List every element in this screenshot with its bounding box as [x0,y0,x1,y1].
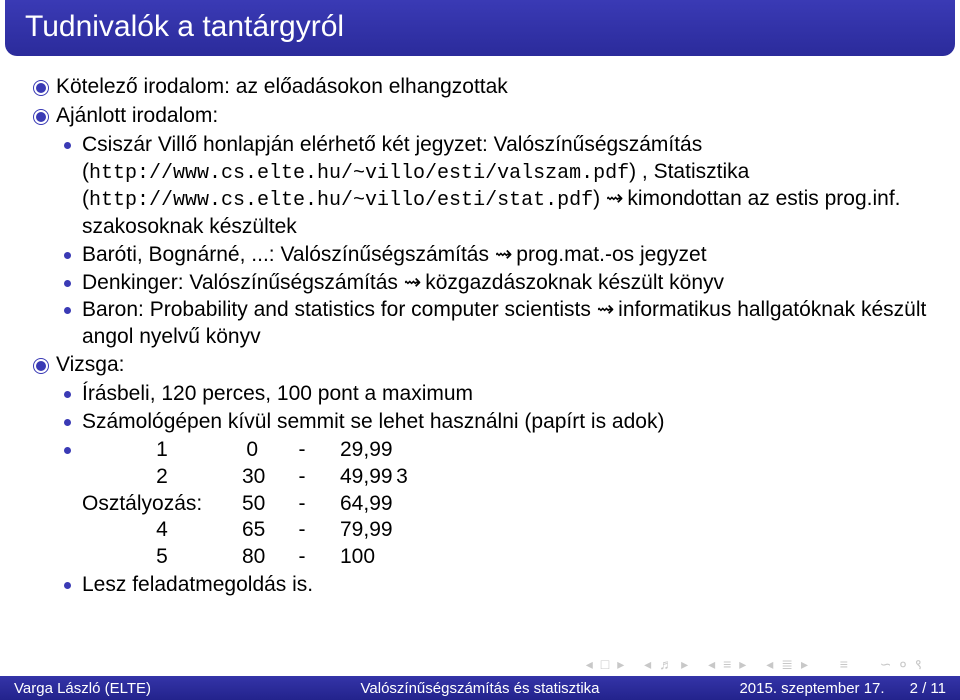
to: 29,99 [332,437,362,464]
text: Denkinger: Valószínűségszámítás [82,271,404,294]
to: 79,99 [332,517,362,544]
grade: 3 [362,464,442,491]
footer-page: 2 / 11 [910,680,946,697]
dash: - [272,491,332,518]
slide-title: Tudnivalók a tantárgyról [5,0,955,56]
slide-body: Kötelező irodalom: az előadásokon elhang… [0,56,960,599]
grading-table: Osztályozás: 10-29,99 230-49,99 350-64,9… [30,437,930,571]
nav-icons: ◂□▸ ◂♬▸ ◂≡▸ ◂≣▸ ≡ ∽०९ [586,655,930,674]
footer-date: 2015. szeptember 17. [739,680,884,697]
from: 30 [242,464,272,491]
arrow-icon: ⇝ [404,271,420,294]
sub-lesz: Lesz feladatmegoldás is. [30,572,930,599]
dash: - [272,437,332,464]
footer-right: 2015. szeptember 17. 2 / 11 [739,680,946,697]
bullet-kotelez: Kötelező irodalom: az előadásokon elhang… [30,74,930,101]
dash: - [272,517,332,544]
grade: 4 [82,517,242,544]
footer-author: Varga László (ELTE) [14,680,151,697]
url-stat: http://www.cs.elte.hu/~villo/esti/stat.p… [89,189,593,212]
text: Baron: Probability and statistics for co… [82,298,597,321]
sub-szamologep: Számológépen kívül semmit se lehet haszn… [30,409,930,436]
from: 65 [242,517,272,544]
from: 50 [242,491,272,518]
url-valszam: http://www.cs.elte.hu/~villo/esti/valsza… [89,162,629,185]
text: Baróti, Bognárné, ...: Valószínűségszámí… [82,243,495,266]
grade: 2 [82,464,242,491]
sub-irasbeli: Írásbeli, 120 perces, 100 pont a maximum [30,381,930,408]
to: 64,99 [332,491,362,518]
text: prog.mat.-os jegyzet [510,243,706,266]
to: 49,99 [332,464,362,491]
text: közgazdászoknak készült könyv [419,271,724,294]
from: 80 [242,544,272,571]
to: 100 [332,544,362,571]
sub-baroti: Baróti, Bognárné, ...: Valószínűségszámí… [30,242,930,269]
dash: - [272,464,332,491]
footer-bar: Varga László (ELTE) Valószínűségszámítás… [0,676,960,700]
arrow-icon: ⇝ [597,298,613,321]
grade: 5 [82,544,242,571]
footer-title: Valószínűségszámítás és statisztika [361,680,600,697]
sub-baron: Baron: Probability and statistics for co… [30,297,930,351]
osztaly-label: Osztályozás: [82,491,242,518]
text: ) [593,187,606,210]
arrow-icon: ⇝ [495,243,511,266]
dash: - [272,544,332,571]
sub-osztalyozas: Osztályozás: 10-29,99 230-49,99 350-64,9… [30,437,930,571]
grade: 1 [82,437,242,464]
bullet-vizsga: Vizsga: [30,352,930,379]
arrow-icon: ⇝ [606,187,622,210]
bullet-ajanlott: Ajánlott irodalom: [30,103,930,130]
sub-denkinger: Denkinger: Valószínűségszámítás ⇝ közgaz… [30,270,930,297]
sub-csiszar: Csiszár Villő honlapján elérhető két jeg… [30,132,930,241]
from: 0 [242,437,272,464]
